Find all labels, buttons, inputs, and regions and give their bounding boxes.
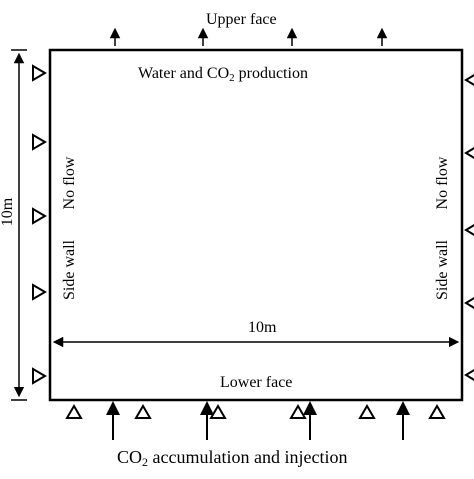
top-outflow-arrows — [109, 27, 388, 46]
right-no-flow-label: No flow — [434, 156, 451, 210]
left-no-flow-label: No flow — [61, 156, 78, 210]
production-label: Water and CO2 production — [138, 65, 308, 84]
bottom-roller-supports — [65, 404, 446, 419]
domain-box — [48, 48, 464, 402]
left-side-wall-label: Side wall — [61, 240, 78, 300]
injection-label: CO2 accumulation and injection — [117, 447, 348, 469]
left-roller-supports — [32, 64, 47, 385]
upper-face-label: Upper face — [206, 11, 277, 28]
lower-face-label: Lower face — [220, 374, 293, 391]
bottom-injection-arrows — [106, 401, 410, 440]
width-dimension-label: 10m — [248, 319, 277, 336]
height-dimension — [11, 49, 27, 401]
right-side-wall-label: Side wall — [434, 240, 451, 300]
height-dimension-label: 10m — [0, 197, 16, 227]
right-roller-supports — [464, 74, 474, 381]
